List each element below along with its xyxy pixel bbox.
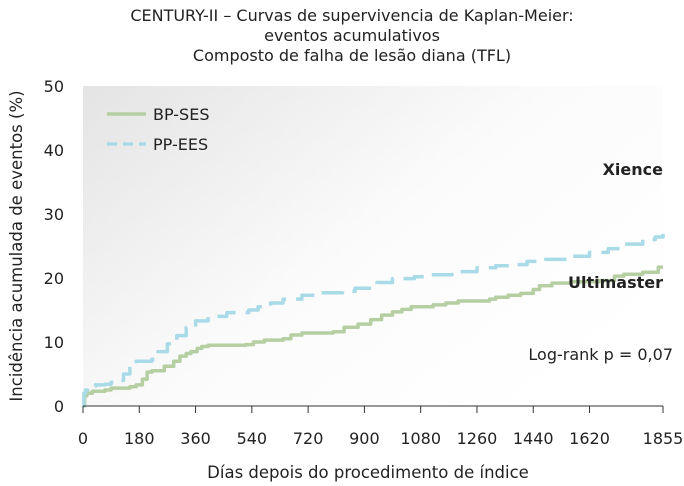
chart-title: CENTURY-II – Curvas de supervivencia de … (130, 6, 573, 65)
y-tick-label: 20 (44, 269, 64, 288)
x-axis-label: Días depois do procedimento de índice (207, 463, 529, 482)
x-tick-label: 360 (180, 429, 211, 448)
plot-background (83, 86, 663, 406)
x-axis-ticks: 0 180 360 540 720 900 1080 1260 1440 1620 1855 (78, 406, 683, 448)
chart-title-line-3: Composto de falha de lesão diana (TFL) (193, 46, 511, 65)
y-axis-label: Incidência acumulada de eventos (%) (7, 90, 26, 401)
legend: BP-SES PP-EES (107, 105, 209, 154)
x-tick-label: 1440 (513, 429, 554, 448)
series-layer (82, 233, 665, 408)
x-tick-label: 1080 (400, 429, 441, 448)
annotation-xience: Xience (603, 160, 664, 179)
x-tick-label: 1260 (457, 429, 498, 448)
y-axis-ticks: 0 10 20 30 40 50 (44, 77, 64, 416)
legend-label-pp-ees: PP-EES (153, 135, 208, 154)
annotation-ultimaster: Ultimaster (568, 273, 663, 292)
series-line-pp-ees (82, 233, 665, 408)
x-tick-label: 900 (349, 429, 380, 448)
series-line-bp-ses (82, 265, 663, 408)
y-tick-label: 50 (44, 77, 64, 96)
y-tick-label: 0 (54, 397, 64, 416)
y-tick-label: 10 (44, 333, 64, 352)
y-tick-label: 40 (44, 141, 64, 160)
annotation-logrank: Log-rank p = 0,07 (528, 345, 673, 364)
x-tick-label: 720 (293, 429, 324, 448)
y-tick-label: 30 (44, 205, 64, 224)
x-tick-label: 1620 (569, 429, 610, 448)
chart-title-line-1: CENTURY-II – Curvas de supervivencia de … (130, 6, 573, 25)
x-tick-label: 540 (237, 429, 268, 448)
x-tick-label: 1855 (643, 429, 684, 448)
x-tick-label: 180 (124, 429, 155, 448)
legend-label-bp-ses: BP-SES (153, 105, 209, 124)
chart-title-line-2: eventos acumulativos (264, 26, 440, 45)
x-tick-label: 0 (78, 429, 88, 448)
